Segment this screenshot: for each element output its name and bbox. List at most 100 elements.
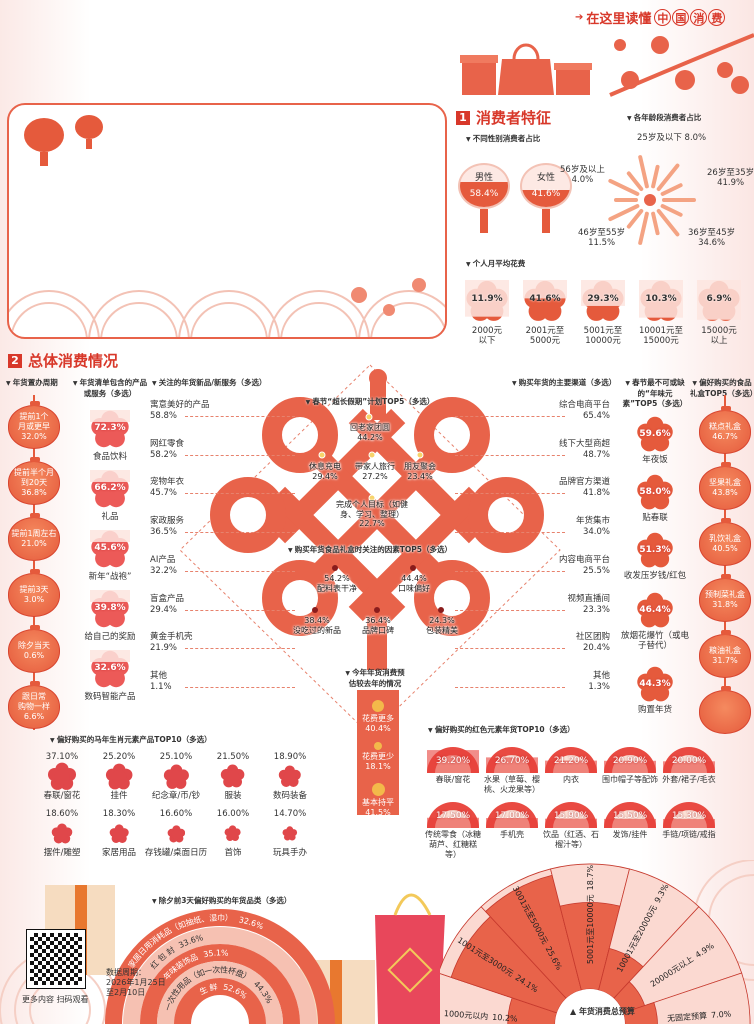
cycle-label-2: 购物一样 (18, 702, 50, 711)
red-label: 发饰/挂件 (612, 830, 648, 839)
spend-value: 41.6% (529, 294, 561, 304)
giftbox-lantern: 糕点礼盒 46.7% (699, 406, 751, 454)
age-title: 各年龄段消费者占比 (627, 113, 702, 124)
masthead-highlight-char: 消 (690, 9, 708, 26)
flavor-label: 收发压岁钱/红包 (623, 571, 687, 581)
cycle-lantern: 提前半个月 到20天 36.8% (8, 457, 60, 505)
red-label: 外套/裙子/毛衣 (662, 775, 716, 784)
qr-code[interactable] (26, 929, 86, 989)
list-label: 食品饮料 (92, 452, 127, 462)
dashed-line (455, 609, 565, 611)
giftbox-lantern: 乳饮礼盒 40.5% (699, 518, 751, 566)
newprod-label: 盲盒产品 (150, 593, 185, 604)
zodiac-value: 25.20% (102, 752, 136, 762)
newprod-label: 宠物年衣 (150, 477, 185, 488)
giftbox-label: 坚果礼盒 (709, 478, 741, 487)
giftbox-value: 43.8% (712, 488, 738, 497)
flavor-value: 59.6% (639, 429, 671, 439)
newprod-label: 家政服务 (150, 516, 185, 527)
masthead-highlight-char: 国 (672, 9, 690, 26)
plum-flower-icon (637, 592, 673, 628)
zodiac-item: 18.30% 家居用品 (89, 809, 149, 859)
holiday-value: 27.2% (362, 471, 388, 481)
cycle-lantern: 除夕当天 0.6% (8, 625, 60, 673)
factor-label: 包装精美 (426, 625, 458, 635)
flavor-label: 贴春联 (642, 513, 668, 523)
zodiac-item: 18.90% 数码装备 (260, 752, 320, 802)
newprod-value: 58.8% (150, 411, 178, 421)
red-item: 15.90% 饮品（红酒、石榴汁等） (543, 800, 599, 850)
age-item: 25岁及以下 8.0% (637, 133, 706, 143)
triangle-up-icon: ▲ (570, 1007, 579, 1016)
lantern-tassel (542, 209, 550, 233)
zodiac-value: 18.30% (102, 809, 136, 819)
channel-value: 25.5% (582, 565, 610, 576)
flavor-value: 46.4% (639, 605, 671, 615)
plum-flower-icon (637, 416, 673, 452)
factor-label: 品牌口碑 (362, 625, 394, 635)
budget-label: 5001元至10000元18.7% (586, 864, 595, 964)
estimate-item: 基本持平 41.5% (357, 783, 399, 817)
giftbox-label: 糕点礼盒 (709, 422, 741, 431)
dashed-line (185, 686, 295, 688)
channel-label: 内容电商平台 (558, 554, 610, 565)
giftbox-value: 46.7% (712, 432, 738, 441)
fan-icon (604, 747, 656, 773)
flavor-item: 59.6% 年夜饭 (633, 416, 677, 465)
flavor-label: 购置年货 (637, 705, 672, 715)
list-item: 39.8% 给自己的奖励 (84, 590, 136, 642)
plum-flower-icon (224, 825, 242, 842)
red-item: 20.90% 围巾帽子等配饰 (602, 745, 658, 785)
holiday-item: 朋友聚会 23.4% (404, 462, 436, 481)
spend-label-2: 以上 (710, 336, 728, 346)
zodiac-item: 21.50% 服装 (203, 752, 263, 802)
giftbox-lantern-empty (699, 686, 751, 734)
budget-label: 无固定预算 7.0% (667, 1008, 732, 1023)
plum-flower-icon (47, 762, 77, 790)
channel-value: 20.4% (582, 643, 610, 654)
factor-value: 44.4% (401, 574, 427, 583)
newprod-item: 黄金手机壳 21.9% (150, 632, 295, 654)
ring-band (157, 961, 283, 1024)
newprod-item: 家政服务 36.5% (150, 516, 295, 538)
gender-lantern: 男性 58.4% (458, 155, 510, 235)
channel-value: 23.3% (582, 604, 610, 615)
giftbox-lantern: 粮油礼盒 31.7% (699, 630, 751, 678)
channel-item: 品牌官方渠道 41.8% (455, 477, 610, 499)
factor-value: 24.3% (429, 616, 455, 625)
lantern-cloud-decoration (9, 115, 445, 337)
lantern-fill (460, 182, 508, 207)
holiday-item: 完成个人目标（如健身、学习、整理） 22.7% (332, 500, 412, 529)
red-label: 饮品（红酒、石榴汁等） (543, 830, 599, 849)
flavor-label: 年夜饭 (642, 455, 668, 465)
age-value: 11.5% (588, 238, 616, 248)
lantern-fill (522, 189, 570, 207)
age-value: 34.6% (698, 238, 726, 248)
holiday-value: 44.2% (357, 432, 383, 442)
spend-label-1: 2000元 (471, 326, 503, 336)
channel-title: 购买年货的主要渠道（多选） (512, 378, 617, 389)
giftbox-lantern: 预制菜礼盒 31.8% (699, 574, 751, 622)
zodiac-label: 首饰 (224, 848, 242, 858)
ring-band (123, 927, 317, 1024)
cycle-lantern: 提前1个 月或更早 32.0% (8, 401, 60, 449)
newprod-item: 网红零食 58.2% (150, 439, 295, 461)
factor-value: 54.2% (324, 574, 350, 583)
estimate-title: 今年年货消费预估较去年的情况 (345, 668, 405, 689)
budget-label: 1000元以内 10.2% (444, 1008, 519, 1024)
channel-item: 视频直播间 23.3% (455, 594, 610, 616)
age-value: 8.0% (684, 133, 707, 143)
plum-flower-icon (90, 470, 130, 508)
list-item: 32.6% 数码智能产品 (84, 650, 136, 702)
red-value: 15.50% (612, 811, 648, 821)
zodiac-title: 偏好购买的马年生肖元素产品TOP10（多选） (50, 735, 212, 746)
dashed-line (455, 493, 565, 495)
shopping-bag-icon (375, 893, 445, 1024)
newprod-item: AI产品 32.2% (150, 555, 295, 577)
gender-value: 41.6% (531, 189, 561, 199)
estimate-item: 花费更少 18.1% (357, 742, 399, 771)
red-label: 传统零食（冰糖葫芦、红糖糕等） (425, 830, 481, 859)
plum-flower-icon (90, 650, 130, 688)
lastdays-ring-chart: 生 鲜 52.6%一次性用品（如一次性杯盘）44.3%年味装饰品 35.1%红 包 … (105, 909, 335, 1024)
red-value: 15.30% (671, 811, 707, 821)
